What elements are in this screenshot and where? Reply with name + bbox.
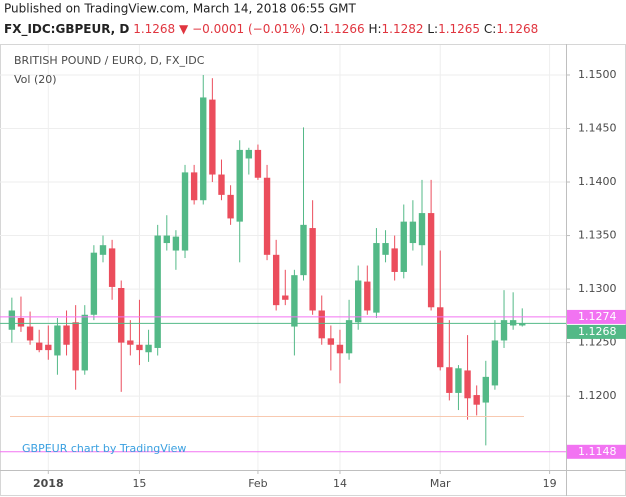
candle-body [54, 325, 61, 356]
published: Published on TradingView.com, March 14, … [4, 2, 357, 16]
candle-body [17, 317, 25, 327]
candle-body [136, 344, 143, 351]
candle-body [482, 376, 489, 403]
candle-body [81, 314, 88, 371]
y-tick-label: 1.1500 [578, 68, 617, 81]
candle-body [90, 252, 98, 315]
level-label-box [567, 309, 626, 324]
y-tick-label: 1.1350 [578, 229, 617, 242]
x-tick-label: 19 [543, 477, 557, 490]
candle-body [127, 340, 134, 345]
chart-subtitle: Vol (20) [14, 73, 57, 86]
candle-body [455, 368, 462, 393]
candle-body [427, 213, 435, 308]
candle-body [336, 344, 344, 354]
candle-body [8, 310, 16, 330]
candle-body [446, 367, 453, 393]
level-label-box [567, 444, 626, 459]
x-tick-label: Feb [248, 477, 267, 490]
candle-body [409, 221, 417, 244]
y-tick-label: 1.1200 [578, 389, 617, 402]
candle-body [391, 248, 398, 272]
l-label: L: [427, 22, 438, 36]
change: −0.0001 (−0.01%) [192, 22, 305, 36]
candle-body [209, 99, 216, 175]
candle-body [327, 338, 335, 345]
quote-line: FX_IDC:GBPEUR, D 1.1268 ▼ −0.0001 (−0.01… [4, 22, 538, 37]
candle-body [36, 342, 43, 351]
last: 1.1268 [133, 22, 175, 36]
candle-body [282, 295, 289, 300]
candle-body [218, 174, 225, 195]
watermark: GBPEUR chart by TradingView [22, 442, 186, 455]
candle-body [364, 281, 371, 311]
candle-body [291, 275, 298, 327]
candle-body [72, 322, 79, 371]
candle-body [227, 194, 234, 219]
candle-body [300, 224, 307, 276]
arrow: ▼ [179, 22, 189, 36]
candle-body [500, 320, 508, 341]
candle-body [519, 323, 526, 326]
candle-body [464, 370, 471, 399]
candle-body [509, 320, 517, 326]
level-label: 1.1274 [578, 310, 617, 323]
candle-body [318, 310, 325, 339]
candle-body [355, 280, 362, 323]
candle-body [254, 149, 262, 178]
y-tick-label: 1.1450 [578, 122, 617, 135]
candle-body [63, 325, 70, 345]
x-tick-label: Mar [430, 477, 451, 490]
y-tick-label: 1.1400 [578, 175, 617, 188]
candle-body [263, 177, 271, 255]
level-label-box [567, 324, 626, 339]
c: 1.1268 [496, 22, 538, 36]
chart-title: BRITISH POUND / EURO, D, FX_IDC [14, 54, 205, 67]
candle-body [382, 243, 389, 255]
x-tick-label: 14 [333, 477, 347, 490]
candle-body [400, 221, 407, 272]
candle-body [309, 228, 316, 311]
candle-body [181, 172, 189, 251]
candle-body [345, 320, 353, 354]
candle-body [99, 245, 107, 255]
x-tick-label: 2018 [33, 477, 64, 490]
l: 1.1265 [438, 22, 480, 36]
candle-body [108, 248, 116, 287]
candle-body [190, 172, 198, 201]
candle-body [236, 149, 243, 222]
y-tick-label: 1.1300 [578, 282, 617, 295]
symbol: FX_IDC:GBPEUR, D [4, 22, 129, 37]
o-label: O: [309, 22, 322, 36]
candle-body [163, 235, 170, 244]
candle-body [418, 213, 426, 246]
h: 1.1282 [382, 22, 424, 36]
h-label: H: [368, 22, 381, 36]
x-tick-label: 15 [132, 477, 146, 490]
o: 1.1266 [323, 22, 365, 36]
candle-body [118, 288, 125, 343]
level-label: 1.1148 [578, 445, 617, 458]
candle-body [26, 326, 34, 341]
candle-body [154, 235, 161, 348]
candle-body [172, 236, 180, 251]
candle-body [145, 344, 152, 353]
c-label: C: [484, 22, 496, 36]
candle-body [373, 243, 380, 313]
candle-body [245, 149, 253, 159]
candle-body [491, 340, 499, 386]
candle-body [272, 254, 280, 306]
candle-body [437, 307, 444, 368]
candle-body [45, 344, 52, 351]
candle-body [200, 97, 207, 201]
level-label: 1.1268 [578, 325, 617, 338]
candle-body [473, 395, 480, 405]
